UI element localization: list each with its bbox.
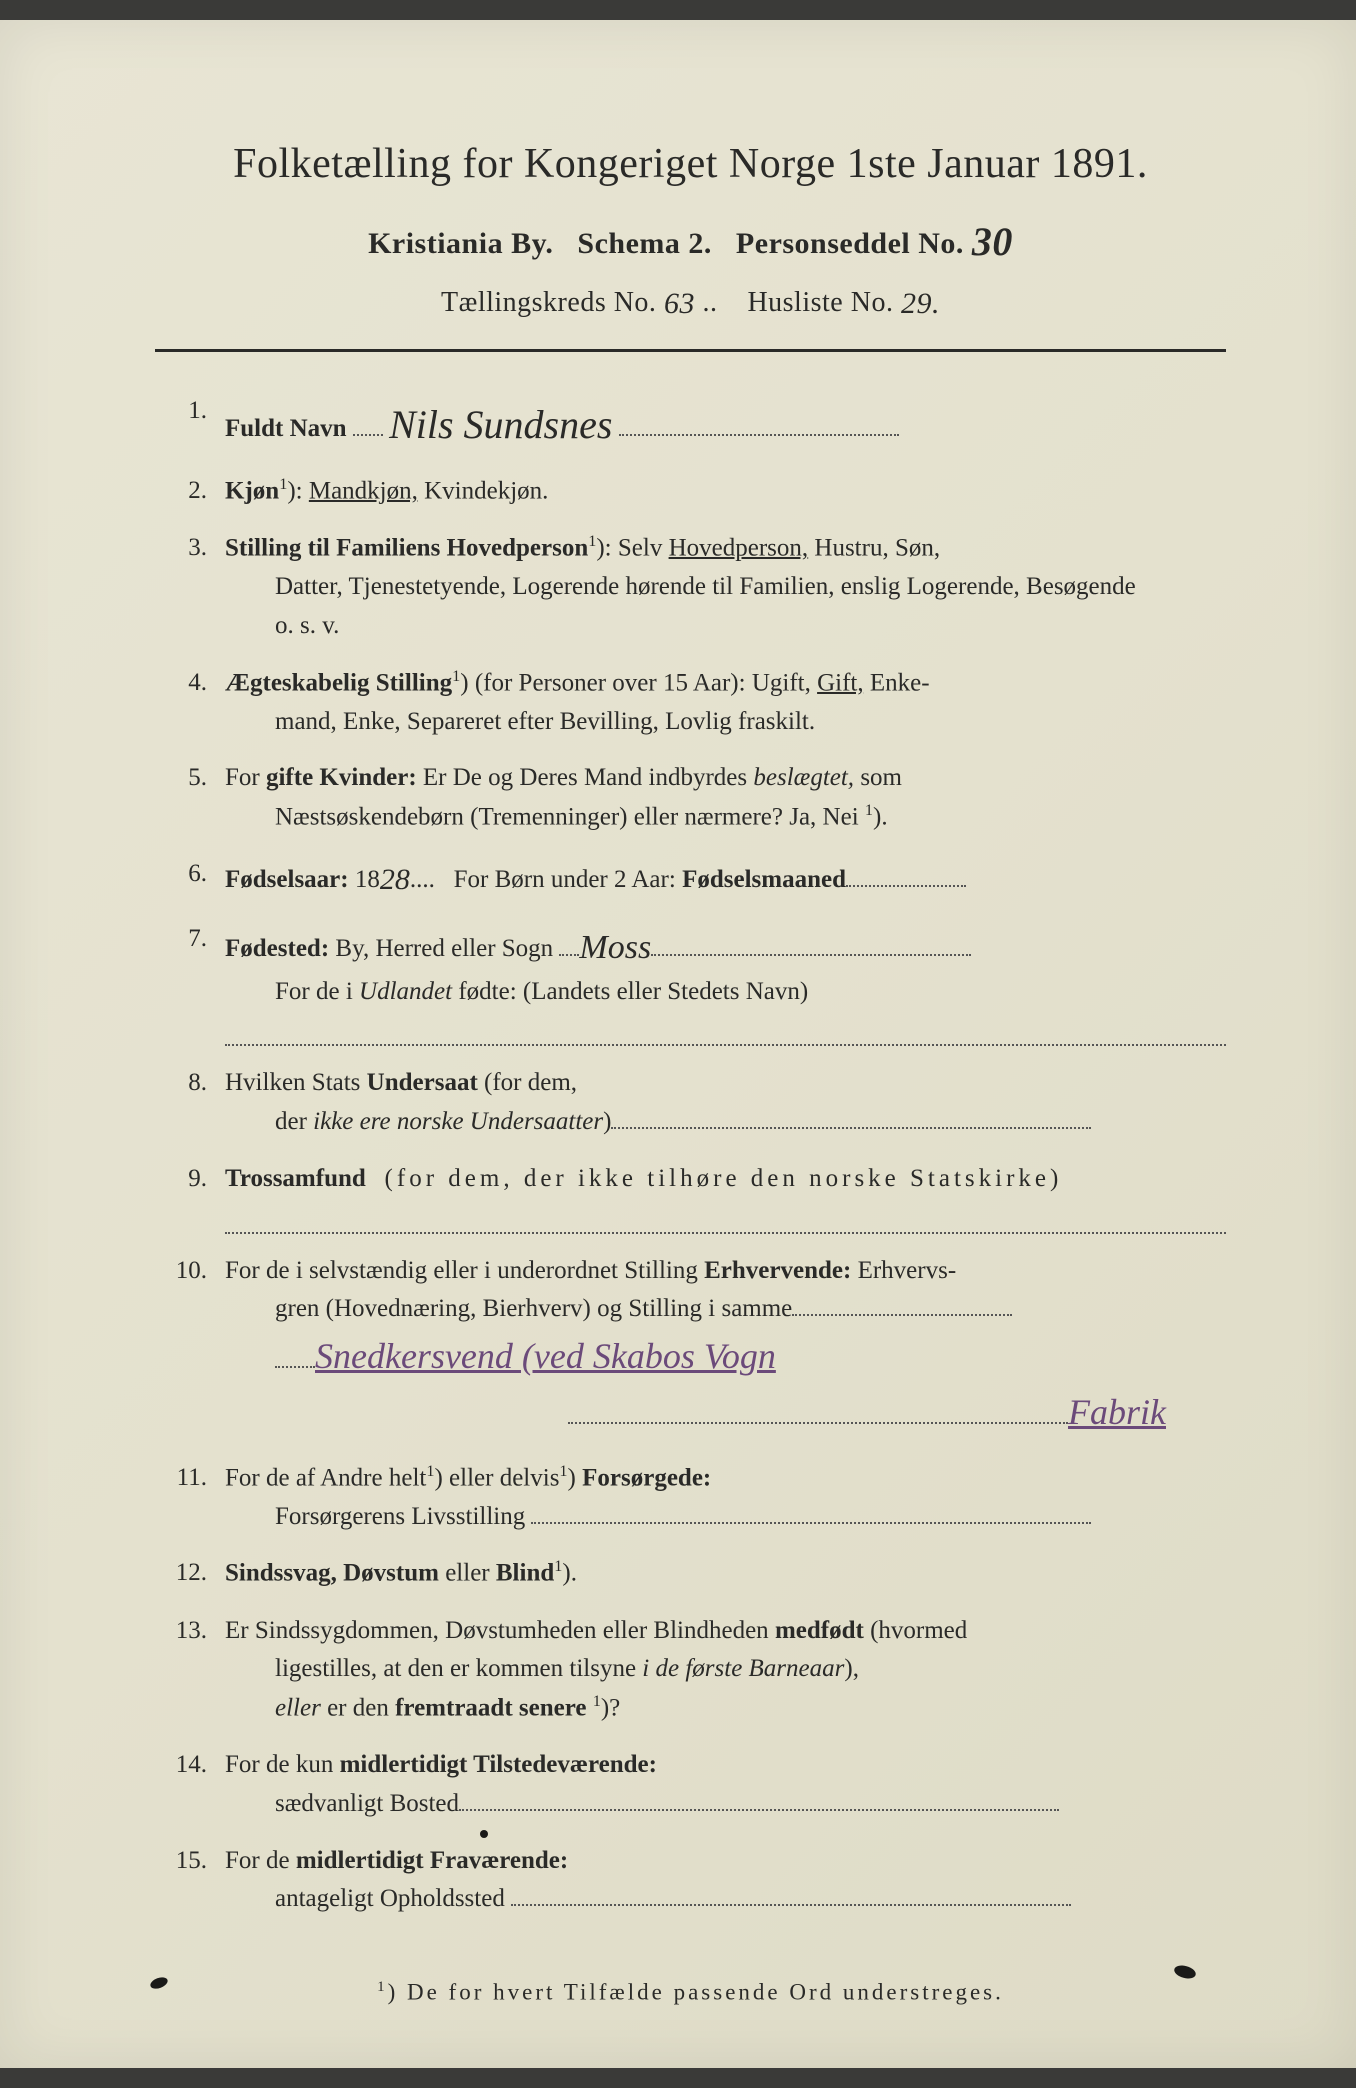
name-value: Nils Sundsnes (389, 394, 612, 456)
form-title: Folketælling for Kongeriget Norge 1ste J… (155, 140, 1226, 188)
schema-label: Schema 2. (577, 227, 712, 260)
citizenship-label: Undersaat (367, 1069, 478, 1096)
entry-num: 7. (165, 920, 225, 1046)
entry-13: 13. Er Sindssygdommen, Døvstumheden elle… (165, 1612, 1226, 1729)
entry-4: 4. Ægteskabelig Stilling1) (for Personer… (165, 664, 1226, 742)
entry-num: 13. (165, 1612, 225, 1729)
entry-12: 12. Sindssvag, Døvstum eller Blind1). (165, 1554, 1226, 1593)
entry-content: Fuldt Navn Nils Sundsnes (225, 392, 1226, 454)
entry-content: For de i selvstændig eller i underordnet… (225, 1252, 1226, 1441)
marital-selected: Gift, (817, 669, 864, 696)
entry-content: Sindssvag, Døvstum eller Blind1). (225, 1554, 1226, 1593)
ink-blot (1173, 1963, 1197, 1980)
disability-label: Sindssvag, Døvstum (225, 1560, 439, 1587)
dependent-label: Forsørgede: (582, 1464, 711, 1491)
entry-num: 14. (165, 1746, 225, 1824)
entry-content: Hvilken Stats Undersaat (for dem, der ik… (225, 1064, 1226, 1142)
birthplace-label: Fødested: (225, 935, 329, 962)
temp-absent-label: midlertidigt Fraværende: (296, 1847, 568, 1874)
husliste-number: 29. (901, 287, 940, 321)
husliste-label: Husliste No. (747, 287, 893, 318)
kreds-number: 63 (664, 287, 695, 321)
entry-content: For de midlertidigt Fraværende: antageli… (225, 1842, 1226, 1920)
entry-num: 4. (165, 664, 225, 742)
entry-num: 10. (165, 1252, 225, 1441)
entry-9: 9. Trossamfund (for dem, der ikke tilhør… (165, 1160, 1226, 1234)
census-form-page: Folketælling for Kongeriget Norge 1ste J… (0, 20, 1356, 2068)
entry-num: 1. (165, 392, 225, 454)
marital-label: Ægteskabelig Stilling (225, 669, 452, 696)
entry-2: 2. Kjøn1): Mandkjøn, Kvindekjøn. (165, 472, 1226, 511)
header-divider (155, 349, 1226, 352)
temp-present-label: midlertidigt Tilstedeværende: (340, 1751, 657, 1778)
entry-7: 7. Fødested: By, Herred eller Sogn Moss … (165, 920, 1226, 1046)
form-subtitle: Kristiania By. Schema 2. Personseddel No… (155, 216, 1226, 263)
form-subheader: Tællingskreds No. 63 .. Husliste No. 29. (155, 285, 1226, 319)
entry-10: 10. For de i selvstændig eller i underor… (165, 1252, 1226, 1441)
entry-num: 11. (165, 1459, 225, 1537)
birthyear-value: 28 (380, 857, 410, 904)
name-label: Fuldt Navn (225, 415, 347, 442)
entry-content: For gifte Kvinder: Er De og Deres Mand i… (225, 759, 1226, 837)
entry-num: 2. (165, 472, 225, 511)
entry-content: Ægteskabelig Stilling1) (for Personer ov… (225, 664, 1226, 742)
entry-num: 9. (165, 1160, 225, 1234)
person-label: Personseddel No. (736, 227, 964, 260)
city-label: Kristiania By. (368, 227, 553, 260)
entry-3: 3. Stilling til Familiens Hovedperson1):… (165, 529, 1226, 646)
relation-label: Stilling til Familiens Hovedperson (225, 534, 588, 561)
religion-label: Trossamfund (225, 1165, 366, 1192)
form-footnote: 1) De for hvert Tilfælde passende Ord un… (155, 1979, 1226, 2006)
birthmonth-label: Fødselsmaaned (682, 866, 846, 893)
congenital-label: medfødt (775, 1617, 864, 1644)
sex-selected: Mandkjøn, (309, 477, 418, 504)
birthyear-label: Fødselsaar: (225, 866, 349, 893)
married-women-label: gifte Kvinder: (266, 764, 417, 791)
entry-content: Stilling til Familiens Hovedperson1): Se… (225, 529, 1226, 646)
entry-content: Fødselsaar: 1828.... For Børn under 2 Aa… (225, 855, 1226, 902)
footnote-text: ) De for hvert Tilfælde passende Ord und… (388, 1980, 1004, 2005)
ink-blot (480, 1830, 488, 1838)
entry-11: 11. For de af Andre helt1) eller delvis1… (165, 1459, 1226, 1537)
entry-15: 15. For de midlertidigt Fraværende: anta… (165, 1842, 1226, 1920)
person-number: 30 (972, 218, 1013, 265)
entry-num: 12. (165, 1554, 225, 1593)
entry-content: Er Sindssygdommen, Døvstumheden eller Bl… (225, 1612, 1226, 1729)
entry-8: 8. Hvilken Stats Undersaat (for dem, der… (165, 1064, 1226, 1142)
entry-5: 5. For gifte Kvinder: Er De og Deres Man… (165, 759, 1226, 837)
relation-options: Datter, Tjenestetyende, Logerende hørend… (225, 568, 1226, 607)
entry-content: Trossamfund (for dem, der ikke tilhøre d… (225, 1160, 1226, 1234)
occupation-value-1: Snedkersvend (ved Skabos Vogn (315, 1336, 776, 1376)
entry-content: For de kun midlertidigt Tilstedeværende:… (225, 1746, 1226, 1824)
sex-label: Kjøn (225, 477, 279, 504)
entry-num: 5. (165, 759, 225, 837)
form-entries: 1. Fuldt Navn Nils Sundsnes 2. Kjøn1): M… (155, 392, 1226, 1919)
relation-selected: Hovedperson, (669, 534, 809, 561)
occupation-label: Erhvervende: (704, 1257, 851, 1284)
entry-6: 6. Fødselsaar: 1828.... For Børn under 2… (165, 855, 1226, 902)
entry-num: 6. (165, 855, 225, 902)
entry-content: Kjøn1): Mandkjøn, Kvindekjøn. (225, 472, 1226, 511)
entry-1: 1. Fuldt Navn Nils Sundsnes (165, 392, 1226, 454)
entry-num: 3. (165, 529, 225, 646)
entry-content: Fødested: By, Herred eller Sogn Moss For… (225, 920, 1226, 1046)
kreds-label: Tællingskreds No. (441, 287, 656, 318)
entry-num: 15. (165, 1842, 225, 1920)
birthplace-value: Moss (579, 922, 651, 975)
entry-num: 8. (165, 1064, 225, 1142)
entry-14: 14. For de kun midlertidigt Tilstedevære… (165, 1746, 1226, 1824)
entry-content: For de af Andre helt1) eller delvis1) Fo… (225, 1459, 1226, 1537)
occupation-value-2: Fabrik (1068, 1392, 1166, 1432)
form-header: Folketælling for Kongeriget Norge 1ste J… (155, 140, 1226, 319)
